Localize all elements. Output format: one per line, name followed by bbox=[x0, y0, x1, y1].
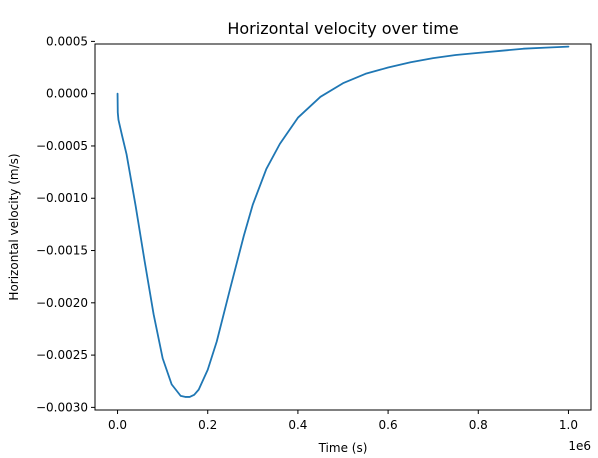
x-axis-title: Time (s) bbox=[318, 441, 368, 455]
x-tick-label: 0.8 bbox=[469, 418, 488, 432]
x-tick-label: 0.0 bbox=[108, 418, 127, 432]
x-axis: 0.0 0.2 0.4 0.6 0.8 1.0 bbox=[108, 410, 578, 432]
y-tick-label: −0.0025 bbox=[36, 348, 88, 362]
y-tick-label: 0.0005 bbox=[46, 34, 88, 48]
axes-frame bbox=[94, 43, 592, 411]
y-tick-label: −0.0020 bbox=[36, 296, 88, 310]
y-tick-label: −0.0005 bbox=[36, 139, 88, 153]
series-line bbox=[116, 45, 570, 398]
x-tick-label: 0.2 bbox=[198, 418, 217, 432]
y-tick-label: −0.0030 bbox=[36, 400, 88, 414]
y-axis-title: Horizontal velocity (m/s) bbox=[7, 153, 21, 300]
x-tick-label: 0.4 bbox=[288, 418, 307, 432]
plot-area bbox=[94, 43, 592, 411]
x-offset-label: 1e6 bbox=[568, 439, 591, 453]
chart-title: Horizontal velocity over time bbox=[227, 19, 458, 38]
x-tick-label: 0.6 bbox=[379, 418, 398, 432]
x-tick-label: 1.0 bbox=[559, 418, 578, 432]
y-axis: 0.0005 0.0000 −0.0005 −0.0010 −0.0015 −0.0020… bbox=[36, 34, 95, 414]
y-tick-label: 0.0000 bbox=[46, 87, 88, 101]
y-tick-label: −0.0015 bbox=[36, 244, 88, 258]
y-tick-label: −0.0010 bbox=[36, 191, 88, 205]
